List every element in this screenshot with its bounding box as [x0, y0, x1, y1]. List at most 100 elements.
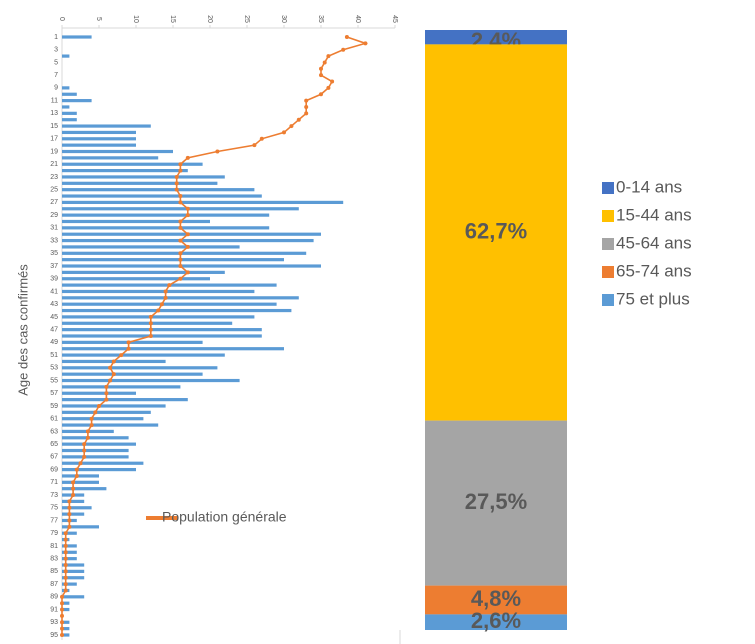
- bar: [62, 627, 70, 631]
- line-point: [185, 206, 190, 211]
- bar: [62, 181, 218, 185]
- line-point: [185, 244, 190, 249]
- bar: [62, 378, 240, 383]
- line-point: [63, 556, 68, 561]
- y-tick-label: 71: [50, 479, 58, 486]
- line-point: [89, 423, 94, 428]
- line-point: [259, 136, 264, 141]
- y-tick-label: 15: [50, 123, 58, 130]
- bar: [62, 557, 77, 561]
- y-tick-label: 13: [50, 110, 58, 117]
- line-point: [174, 174, 179, 179]
- bar: [62, 308, 292, 313]
- line-point: [178, 162, 183, 167]
- line-point: [178, 194, 183, 199]
- line-point: [148, 314, 153, 319]
- y-tick-label: 19: [50, 148, 58, 155]
- line-point: [85, 435, 90, 440]
- y-tick-label: 81: [50, 543, 58, 550]
- y-tick-label: 83: [50, 556, 58, 563]
- line-point: [93, 410, 98, 415]
- line-point: [289, 124, 294, 129]
- line-point: [330, 79, 335, 84]
- line-point: [67, 505, 72, 510]
- legend-swatch: [602, 210, 614, 222]
- bar: [62, 385, 181, 389]
- y-tick-label: 5: [54, 59, 58, 66]
- line-point: [363, 41, 368, 46]
- line-point: [319, 92, 323, 97]
- line-point: [178, 257, 183, 262]
- legend-bg: [140, 508, 320, 528]
- bar: [62, 315, 255, 319]
- line-point: [126, 340, 131, 345]
- bar: [62, 531, 77, 535]
- bar-segment: [425, 420, 567, 586]
- bar: [62, 569, 85, 573]
- line-point: [178, 200, 183, 205]
- line-point: [185, 270, 190, 275]
- line-point: [97, 403, 101, 408]
- line-point: [104, 397, 109, 402]
- line-point: [108, 378, 113, 383]
- y-tick-label: 91: [50, 606, 58, 613]
- y-tick-label: 57: [50, 390, 58, 397]
- bar: [62, 175, 225, 179]
- y-tick-label: 17: [50, 136, 58, 143]
- y-tick-label: 51: [50, 352, 58, 359]
- line-point: [319, 66, 323, 71]
- y-tick-label: 65: [50, 441, 58, 448]
- line-point: [74, 467, 79, 472]
- line-point: [148, 321, 153, 326]
- bar-segment: [425, 30, 567, 45]
- bar: [62, 264, 321, 268]
- line-point: [82, 442, 87, 447]
- bar: [62, 130, 136, 135]
- y-tick-label: 61: [50, 416, 58, 423]
- bar: [62, 442, 136, 446]
- legend-label: 65-74 ans: [616, 261, 692, 280]
- y-tick-label: 37: [50, 263, 58, 270]
- bar: [62, 512, 85, 516]
- y-tick-label: 73: [50, 492, 58, 499]
- y-tick-label: 27: [50, 199, 58, 206]
- line-point: [63, 537, 68, 542]
- bar: [62, 391, 136, 395]
- bar: [62, 372, 203, 376]
- y-tick-label: 7: [54, 72, 58, 79]
- bar: [62, 92, 77, 96]
- line-point: [71, 486, 76, 491]
- bar: [62, 601, 70, 605]
- bar: [62, 207, 299, 211]
- line-point: [252, 143, 257, 148]
- line-point: [60, 620, 64, 625]
- line-point: [319, 73, 323, 78]
- bar: [62, 238, 314, 243]
- line-point: [178, 225, 183, 230]
- bar: [62, 232, 321, 236]
- bar: [62, 162, 203, 166]
- y-tick-label: 41: [50, 288, 58, 295]
- bar: [62, 340, 203, 344]
- bar: [62, 410, 151, 414]
- x-tick-label: 35: [317, 15, 324, 23]
- legend-swatch: [602, 266, 614, 278]
- bar: [62, 633, 70, 637]
- bar: [62, 156, 159, 160]
- line-point: [304, 98, 309, 103]
- bar: [62, 576, 85, 580]
- data-label: 27,5%: [465, 489, 527, 514]
- line-point: [167, 283, 172, 288]
- line-point: [63, 569, 68, 574]
- legend-swatch: [602, 238, 614, 250]
- bar: [62, 168, 188, 173]
- bar: [62, 366, 218, 370]
- bar: [62, 188, 255, 192]
- bar: [62, 506, 92, 510]
- bar: [62, 480, 99, 484]
- y-tick-label: 33: [50, 237, 58, 244]
- line-point: [63, 543, 68, 548]
- bar: [62, 563, 85, 567]
- bar: [62, 499, 85, 504]
- bar: [62, 277, 210, 281]
